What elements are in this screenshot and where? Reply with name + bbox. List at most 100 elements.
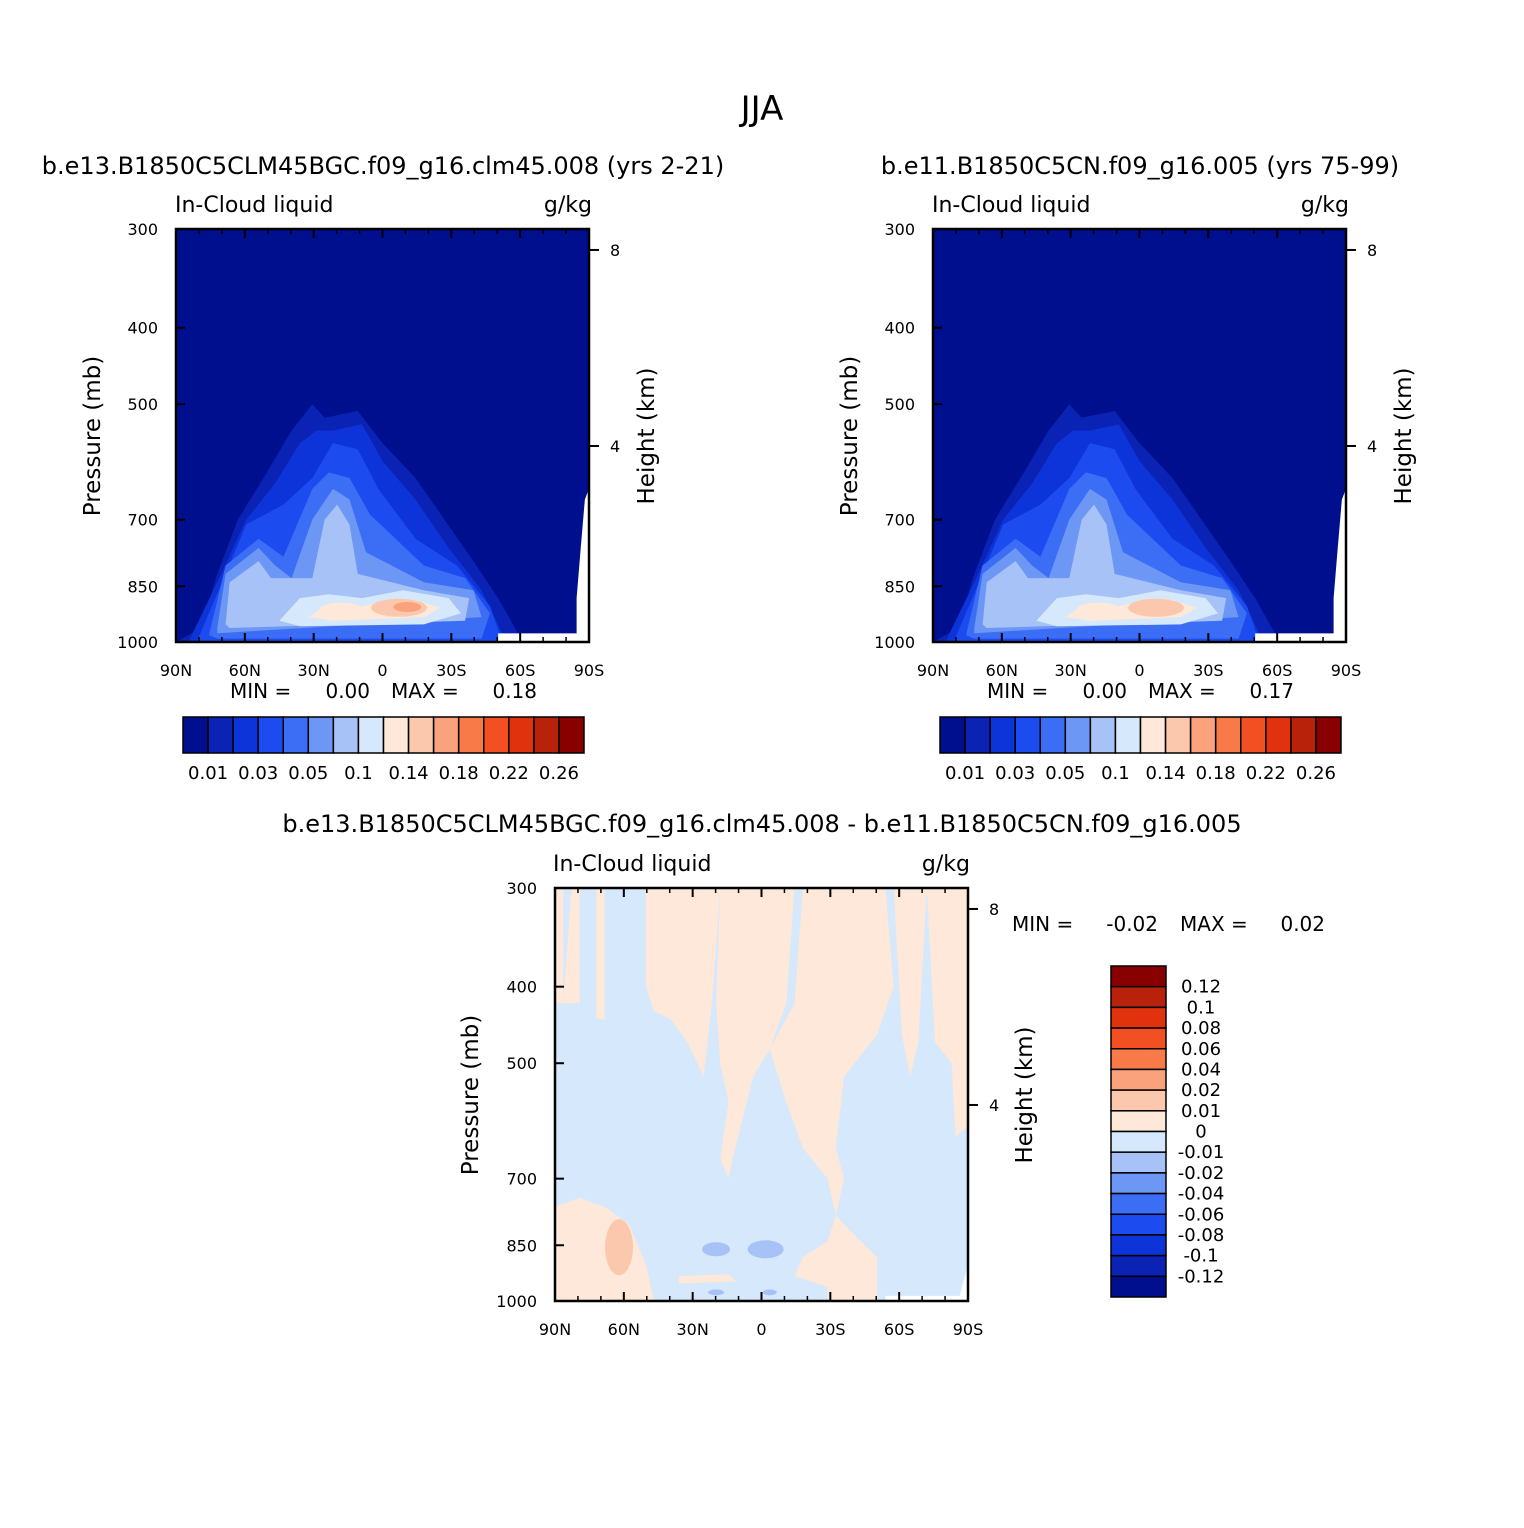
colorbar-box [483, 716, 510, 754]
y-tick-label: 850 [884, 577, 915, 596]
colorbar-box [1164, 716, 1192, 754]
y-tick-label: 500 [127, 395, 158, 414]
y-right-tick-label: 8 [1367, 241, 1377, 260]
y-tick-label: 400 [884, 319, 915, 338]
x-tick-label: 0 [756, 1320, 766, 1339]
colorbar-box [1114, 716, 1142, 754]
x-tick-label: 0 [1134, 661, 1144, 680]
contour-band [393, 601, 422, 612]
contour-band [716, 888, 795, 1179]
plot-axes: 90N 60N 30N 0 30S 60S 90S 300 400 500 700 850 1000 8 4 [874, 220, 1377, 680]
colorbar-box [1110, 1006, 1167, 1029]
contour-field [555, 888, 968, 1301]
colorbar-box [457, 716, 485, 754]
colorbar-box [1139, 716, 1167, 754]
colorbar-label: 0.06 [1181, 1039, 1221, 1060]
colorbar-label: 0.01 [188, 763, 228, 784]
x-tick-label: 60S [1262, 661, 1293, 680]
x-tick-label: 60N [986, 661, 1018, 680]
colorbar-box [1110, 1234, 1167, 1257]
colorbar-box [1039, 716, 1067, 754]
min-value: 0.00 [325, 679, 370, 703]
x-tick-label: 90S [953, 1320, 984, 1339]
colorbar-label: -0.02 [1178, 1163, 1225, 1184]
colorbar-label: -0.12 [1178, 1266, 1225, 1287]
contour-band [769, 888, 894, 1301]
panel-title: b.e11.B1850C5CN.f09_g16.005 (yrs 75-99) [881, 152, 1399, 180]
panel-title: b.e13.B1850C5CLM45BGC.f09_g16.clm45.008 … [282, 810, 1241, 838]
colorbar-label: 0.01 [945, 763, 985, 784]
y-tick-label: 500 [506, 1054, 537, 1073]
y-tick-label: 1000 [874, 633, 915, 652]
x-tick-label: 60N [608, 1320, 640, 1339]
contour-band [645, 888, 721, 1077]
colorbar-box [257, 716, 284, 754]
x-tick-label: 30N [677, 1320, 709, 1339]
variable-label: In-Cloud liquid [932, 193, 1090, 218]
colorbar-box [1110, 1275, 1167, 1298]
colorbar-box [1265, 716, 1292, 754]
y-tick-label: 1000 [117, 633, 158, 652]
colorbar-label: 0.05 [1045, 763, 1085, 784]
max-value: 0.18 [492, 679, 537, 703]
x-tick-label: 60N [229, 661, 261, 680]
missing-data-mask [498, 488, 589, 642]
colorbar-label: 0.18 [1196, 763, 1236, 784]
colorbar: 0.01 0.03 0.05 0.1 0.14 0.18 0.22 0.26 [939, 716, 1342, 784]
contour-band [702, 1242, 731, 1257]
colorbar-box [1189, 716, 1217, 754]
colorbar: 0.120.10.080.060.040.020.010-0.01-0.02-0… [1110, 965, 1225, 1298]
colorbar-box [1110, 1151, 1167, 1174]
colorbar-box [1064, 716, 1092, 754]
colorbar-box [1110, 965, 1167, 988]
missing-data-mask [885, 1264, 968, 1301]
missing-data-mask [1255, 488, 1346, 642]
y-tick-label: 400 [127, 319, 158, 338]
variable-label: In-Cloud liquid [175, 193, 333, 218]
min-label: MIN = [1012, 912, 1073, 936]
plot-axes: 90N 60N 30N 0 30S 60S 90S 300 400 500 700 850 1000 8 4 [496, 879, 999, 1339]
min-value: -0.02 [1106, 912, 1158, 936]
x-tick-label: 90S [574, 661, 605, 680]
colorbar-box [407, 716, 435, 754]
y-tick-label: 1000 [496, 1292, 537, 1311]
contour-band [1150, 601, 1179, 612]
colorbar-box [508, 716, 535, 754]
colorbar-box [382, 716, 410, 754]
colorbar-box [1014, 716, 1041, 754]
x-tick-label: 90N [160, 661, 192, 680]
variable-label: In-Cloud liquid [553, 852, 711, 877]
panel-control: b.e13.B1850C5CLM45BGC.f09_g16.clm45.008 … [42, 152, 724, 784]
y-tick-label: 300 [884, 220, 915, 239]
contour-band [1076, 602, 1121, 617]
colorbar-label: -0.04 [1178, 1184, 1225, 1205]
max-label: MAX = [1148, 679, 1216, 703]
y-right-tick-label: 4 [989, 1096, 999, 1115]
panel-difference: b.e13.B1850C5CLM45BGC.f09_g16.clm45.008 … [282, 810, 1325, 1339]
colorbar-box [1110, 1089, 1167, 1112]
colorbar-label: 0.1 [344, 763, 373, 784]
colorbar-label: 0.12 [1181, 977, 1221, 998]
y-tick-label: 300 [127, 220, 158, 239]
y-right-axis-label: Height (km) [1391, 367, 1417, 504]
colorbar-label: 0.26 [1296, 763, 1336, 784]
colorbar-label: -0.1 [1183, 1246, 1218, 1267]
x-tick-label: 30N [1055, 661, 1087, 680]
contour-band [596, 888, 605, 1020]
field-layers [933, 229, 1346, 642]
y-tick-label: 850 [127, 577, 158, 596]
figure-title: JJA [739, 89, 784, 129]
colorbar-box [558, 716, 585, 754]
colorbar-box [1214, 716, 1242, 754]
y-tick-label: 700 [127, 511, 158, 530]
min-label: MIN = [987, 679, 1048, 703]
colorbar-label: 0.22 [489, 763, 529, 784]
contour-band [893, 888, 927, 1077]
colorbar-box [1290, 716, 1317, 754]
colorbar-box [307, 716, 335, 754]
colorbar-box [182, 716, 209, 754]
x-tick-label: 30S [436, 661, 467, 680]
colorbar-box [1110, 985, 1167, 1009]
contour-band [555, 1197, 655, 1301]
